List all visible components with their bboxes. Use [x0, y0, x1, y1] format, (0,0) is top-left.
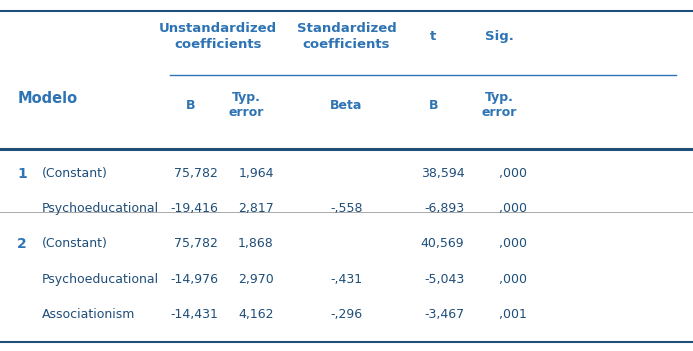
Text: B: B — [186, 99, 195, 112]
Text: B: B — [428, 99, 438, 112]
Text: t: t — [430, 30, 437, 44]
Text: ,001: ,001 — [499, 307, 527, 321]
Text: -,296: -,296 — [331, 307, 362, 321]
Text: -,558: -,558 — [331, 202, 362, 216]
Text: ,000: ,000 — [499, 167, 527, 180]
Text: (Constant): (Constant) — [42, 167, 107, 180]
Text: 1,964: 1,964 — [238, 167, 274, 180]
Text: 2,817: 2,817 — [238, 202, 274, 216]
Text: Modelo: Modelo — [17, 91, 78, 106]
Text: -3,467: -3,467 — [424, 307, 464, 321]
Text: ,000: ,000 — [499, 202, 527, 216]
Text: -14,431: -14,431 — [170, 307, 218, 321]
Text: 1,868: 1,868 — [238, 237, 274, 251]
Text: 75,782: 75,782 — [175, 167, 218, 180]
Text: 38,594: 38,594 — [421, 167, 464, 180]
Text: -19,416: -19,416 — [170, 202, 218, 216]
Text: Beta: Beta — [331, 99, 362, 112]
Text: Typ.
error: Typ. error — [481, 91, 517, 119]
Text: 2: 2 — [17, 237, 27, 251]
Text: Typ.
error: Typ. error — [228, 91, 264, 119]
Text: 1: 1 — [17, 167, 27, 181]
Text: 75,782: 75,782 — [175, 237, 218, 251]
Text: 2,970: 2,970 — [238, 272, 274, 286]
Text: Psychoeducational: Psychoeducational — [42, 202, 159, 216]
Text: 40,569: 40,569 — [421, 237, 464, 251]
Text: 4,162: 4,162 — [238, 307, 274, 321]
Text: Standardized
coefficients: Standardized coefficients — [297, 22, 396, 51]
Text: Psychoeducational: Psychoeducational — [42, 272, 159, 286]
Text: -6,893: -6,893 — [424, 202, 464, 216]
Text: -5,043: -5,043 — [424, 272, 464, 286]
Text: ,000: ,000 — [499, 237, 527, 251]
Text: (Constant): (Constant) — [42, 237, 107, 251]
Text: Sig.: Sig. — [484, 30, 514, 44]
Text: -14,976: -14,976 — [170, 272, 218, 286]
Text: ,000: ,000 — [499, 272, 527, 286]
Text: Associationism: Associationism — [42, 307, 135, 321]
Text: Unstandardized
coefficients: Unstandardized coefficients — [159, 22, 277, 51]
Text: -,431: -,431 — [331, 272, 362, 286]
